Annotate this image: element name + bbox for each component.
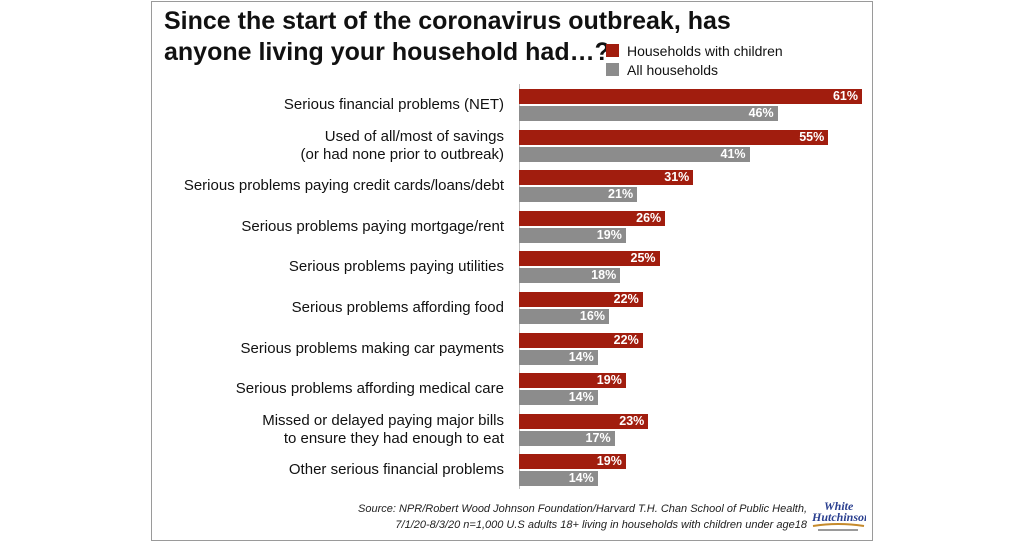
bar-all-households — [519, 227, 626, 243]
svg-text:Hutchinson: Hutchinson — [811, 510, 866, 524]
category-label: Serious problems making car payments — [240, 339, 504, 357]
legend-label: All households — [627, 61, 719, 78]
bar-value-label: 19% — [596, 227, 622, 242]
bar-value-label: 17% — [585, 430, 611, 445]
bar-households-with-children — [519, 413, 649, 429]
category-axis-line — [519, 84, 520, 489]
bar-all-households — [519, 187, 638, 203]
source-note: Source: NPR/Robert Wood Johnson Foundati… — [358, 503, 807, 531]
bar-value-label: 26% — [636, 210, 662, 225]
bar-value-label: 55% — [799, 129, 825, 144]
bar-households-with-children — [519, 454, 626, 470]
legend-label: Households with children — [627, 42, 783, 59]
bar-all-households — [519, 471, 598, 487]
legend-item-all-households: All households — [606, 60, 783, 79]
bar-value-label: 23% — [619, 413, 645, 428]
bar-households-with-children — [519, 251, 660, 267]
bar-households-with-children — [519, 373, 626, 389]
category-label: Used of all/most of savings (or had none… — [300, 127, 504, 163]
category-label: Serious financial problems (NET) — [283, 96, 504, 113]
bar-households-with-children — [519, 292, 643, 307]
bar-value-label: 22% — [613, 332, 639, 347]
bar-households-with-children — [519, 170, 694, 186]
bar-households-with-children — [519, 129, 829, 145]
category-label: Serious problems affording food — [291, 299, 504, 316]
bar-households-with-children — [519, 210, 666, 226]
category-label: Serious problems paying mortgage/rent — [241, 217, 504, 235]
bar-value-label: 16% — [579, 309, 605, 323]
chart-title: Since the start of the coronavirus outbr… — [164, 7, 731, 66]
bar-value-label: 41% — [720, 146, 746, 161]
chart-legend: Households with children All households — [606, 41, 783, 79]
bar-value-label: 21% — [608, 187, 634, 202]
category-label: Serious problems paying credit cards/loa… — [183, 177, 504, 195]
bar-value-label: 14% — [568, 471, 594, 486]
bar-all-households — [519, 146, 750, 162]
bar-value-label: 46% — [748, 106, 774, 120]
bar-all-households — [519, 268, 621, 284]
svg-text:White: White — [824, 499, 854, 513]
category-label: Other serious financial problems — [288, 461, 504, 479]
legend-item-households-with-children: Households with children — [606, 41, 783, 60]
bar-households-with-children — [519, 332, 643, 348]
bar-value-label: 14% — [568, 349, 594, 364]
bar-all-households — [519, 430, 615, 446]
bar-value-label: 61% — [832, 89, 858, 103]
bar-value-label: 31% — [664, 170, 690, 185]
category-label: Missed or delayed paying major bills to … — [262, 411, 504, 447]
bar-households-with-children — [519, 89, 862, 104]
category-label: Serious problems affording medical care — [235, 380, 504, 398]
chart-frame — [151, 1, 873, 541]
white-hutchinson-logo: White Hutchinson — [811, 499, 866, 531]
bar-value-label: 18% — [591, 268, 617, 283]
bar-value-label: 25% — [630, 251, 656, 266]
bar-value-label: 14% — [568, 390, 594, 405]
bar-all-households — [519, 390, 598, 406]
bar-all-households — [519, 349, 598, 365]
bar-all-households — [519, 309, 609, 324]
category-label: Serious problems paying utilities — [288, 258, 504, 276]
bar-value-label: 19% — [596, 454, 622, 469]
bar-all-households — [519, 106, 778, 121]
legend-swatch-all — [606, 63, 619, 76]
legend-swatch-children — [606, 44, 619, 57]
bar-value-label: 22% — [613, 292, 639, 306]
bar-value-label: 19% — [596, 373, 622, 388]
